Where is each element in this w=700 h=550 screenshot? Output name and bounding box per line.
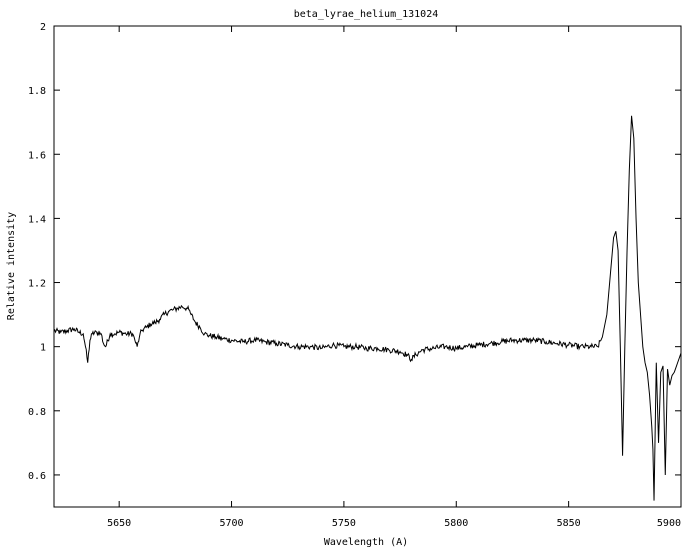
- y-tick-label: 1: [40, 343, 46, 354]
- x-axis-label: Wavelength (A): [324, 537, 408, 548]
- y-tick-label: 1.4: [28, 214, 46, 225]
- chart-title: beta_lyrae_helium_131024: [294, 9, 439, 20]
- x-tick-label: 5650: [107, 518, 131, 529]
- y-tick-label: 0.6: [28, 471, 46, 482]
- y-tick-label: 1.8: [28, 86, 46, 97]
- y-tick-label: 0.8: [28, 407, 46, 418]
- y-axis-ticks: 0.6 0.8 1 1.2 1.4 1.6 1.8 2: [28, 22, 681, 482]
- y-axis-label: Relative intensity: [6, 212, 17, 320]
- y-tick-label: 1.2: [28, 279, 46, 290]
- y-tick-label: 1.6: [28, 150, 46, 161]
- x-tick-label: 5800: [444, 518, 468, 529]
- x-tick-label: 5750: [332, 518, 356, 529]
- y-tick-label: 2: [40, 22, 46, 33]
- x-tick-label: 5850: [557, 518, 581, 529]
- x-tick-label: 5700: [219, 518, 243, 529]
- spectrum-line: [53, 115, 682, 501]
- x-axis-ticks: 5650 5700 5750 5800 5850 5900: [107, 26, 682, 529]
- x-tick-label: 5900: [657, 518, 681, 529]
- plot-frame: [53, 25, 682, 508]
